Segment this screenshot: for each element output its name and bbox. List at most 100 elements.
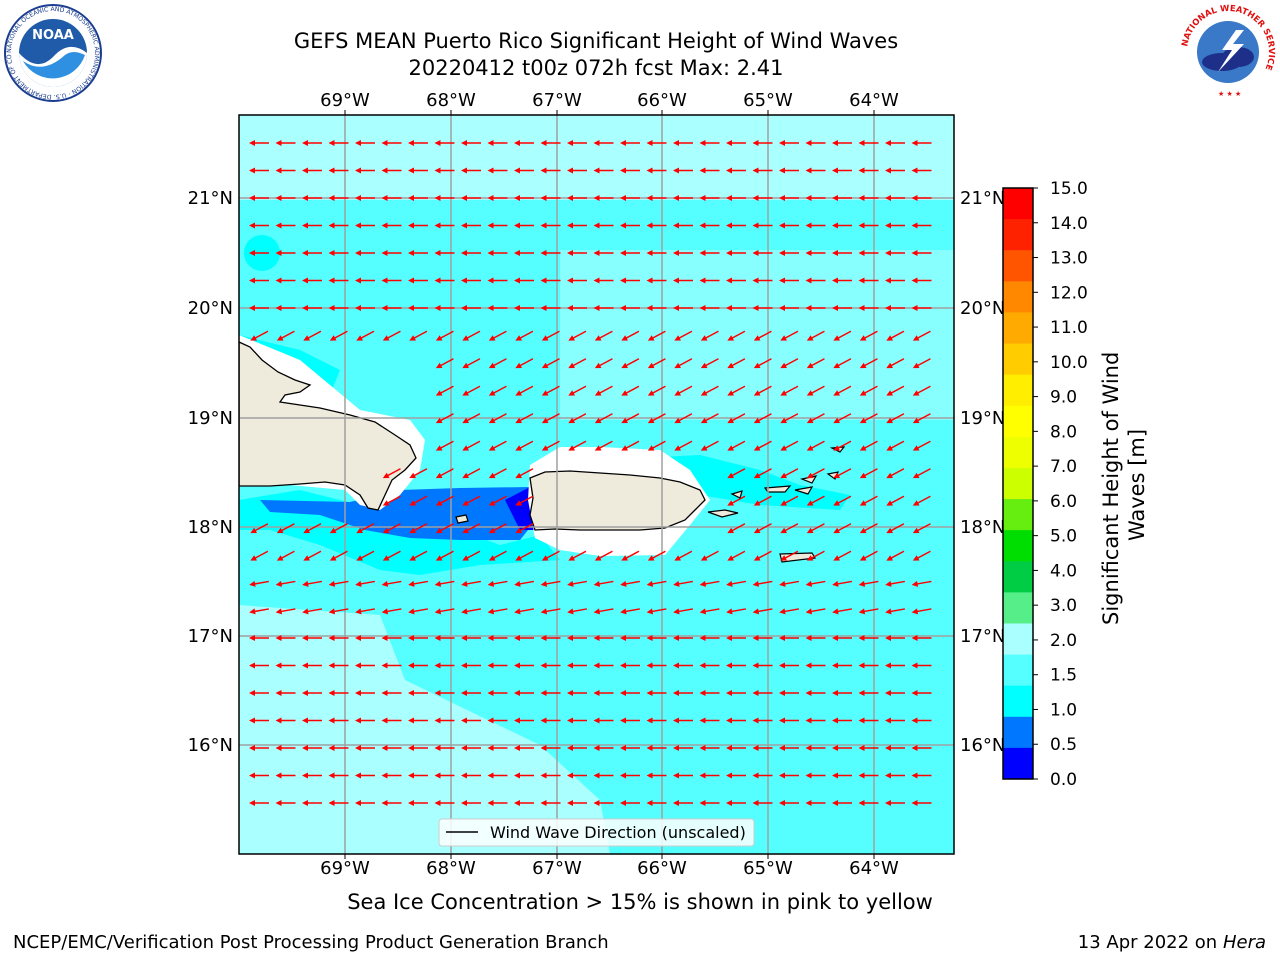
wind-arrow	[885, 690, 905, 696]
wind-arrow	[805, 222, 826, 229]
wind-arrow	[302, 772, 322, 779]
wind-arrow	[567, 662, 587, 669]
wind-arrow	[567, 772, 587, 779]
wind-arrow	[275, 800, 296, 806]
wind-arrow	[381, 800, 402, 806]
wind-arrow	[646, 772, 667, 779]
wind-arrow	[726, 277, 746, 284]
wind-arrow	[567, 140, 587, 146]
wind-arrow	[434, 580, 455, 587]
wind-arrow	[726, 580, 746, 587]
colorbar-segment	[1003, 623, 1033, 656]
wind-arrow	[885, 717, 905, 724]
wind-arrow	[620, 305, 640, 311]
wind-arrow	[620, 195, 640, 201]
wind-arrow	[858, 690, 879, 696]
wind-arrow	[593, 608, 614, 615]
wind-arrow	[408, 690, 428, 696]
lat-labels-left: 21°N 20°N 19°N 18°N 17°N 16°N	[188, 188, 233, 756]
wind-arrow	[859, 385, 878, 396]
wind-arrow	[806, 385, 825, 396]
wind-arrow	[780, 495, 799, 506]
wind-arrow	[779, 305, 799, 311]
wind-arrow	[487, 800, 508, 806]
wind-arrow	[805, 167, 826, 174]
colorbar-segment	[1003, 685, 1033, 718]
wind-wave-direction-arrows	[249, 140, 932, 806]
wind-arrow	[779, 800, 799, 806]
wind-arrow	[355, 195, 375, 201]
land-culebra	[730, 490, 743, 499]
wind-arrow	[726, 772, 746, 779]
wind-arrow	[727, 413, 746, 424]
wind-arrow	[594, 385, 613, 396]
wave-height-field-0.0-0.5	[505, 487, 534, 530]
wind-arrow	[753, 330, 772, 341]
wind-arrow	[408, 745, 428, 751]
wind-arrow	[593, 635, 614, 641]
wind-arrow	[886, 440, 905, 451]
wind-arrow	[673, 195, 693, 201]
wind-arrow	[540, 662, 561, 669]
wind-arrow	[780, 385, 799, 396]
wind-arrow	[779, 580, 799, 587]
wind-arrow	[381, 772, 402, 779]
wind-arrow	[805, 277, 826, 284]
wind-arrow	[540, 140, 561, 146]
wind-arrow	[912, 495, 931, 506]
wind-arrow	[726, 717, 746, 724]
wind-arrow	[859, 440, 878, 451]
wind-arrow	[275, 662, 296, 669]
wind-arrow	[647, 385, 666, 396]
wind-arrow	[435, 330, 454, 341]
wind-arrow	[858, 772, 879, 779]
wind-arrow	[381, 250, 402, 256]
wind-arrow	[302, 635, 322, 641]
wind-arrow	[647, 550, 666, 561]
wind-arrow	[250, 523, 269, 534]
wind-arrow	[275, 167, 296, 174]
lat-label-right: 18°N	[960, 517, 1005, 538]
wind-arrow	[487, 772, 508, 779]
wind-arrow	[593, 277, 614, 284]
wind-arrow	[752, 305, 773, 311]
wind-arrow	[912, 358, 931, 369]
colorbar-segment	[1003, 561, 1033, 593]
wind-arrow	[805, 580, 826, 587]
wind-arrow	[911, 717, 932, 724]
wind-arrow	[620, 167, 640, 174]
wind-arrow	[275, 305, 296, 311]
wind-arrow	[752, 772, 773, 779]
wind-arrow	[250, 550, 269, 561]
wind-arrow	[302, 717, 322, 724]
wind-arrow	[408, 222, 428, 229]
wind-arrow	[699, 662, 720, 669]
lat-label-left: 20°N	[188, 298, 233, 319]
wind-arrow	[567, 745, 587, 751]
colorbar-segment	[1003, 312, 1033, 345]
sea-ice-caption: Sea Ice Concentration > 15% is shown in …	[347, 890, 933, 914]
wind-arrow	[674, 413, 693, 424]
wind-arrow	[646, 608, 667, 615]
wind-arrow	[435, 523, 454, 534]
wind-arrow	[488, 413, 507, 424]
colorbar-tick-label: 14.0	[1050, 214, 1088, 234]
wind-arrow	[805, 305, 826, 311]
wind-arrow	[858, 800, 879, 806]
lon-label-bottom: 68°W	[426, 858, 476, 879]
axis-ticks	[344, 110, 875, 859]
wind-arrow	[673, 222, 693, 229]
wind-arrow	[833, 413, 852, 424]
wind-arrow	[885, 635, 905, 641]
wind-arrow	[276, 550, 295, 561]
wind-arrow	[356, 523, 375, 534]
wind-arrow	[593, 800, 614, 806]
chart-title-line2: 20220412 t00z 072h fcst Max: 2.41	[408, 56, 784, 80]
wind-arrow	[858, 140, 879, 146]
wind-arrow	[912, 550, 931, 561]
wind-arrow	[355, 222, 375, 229]
wind-arrow	[727, 330, 746, 341]
wind-arrow	[329, 330, 348, 341]
wind-arrow	[779, 690, 799, 696]
wind-arrow	[726, 305, 746, 311]
